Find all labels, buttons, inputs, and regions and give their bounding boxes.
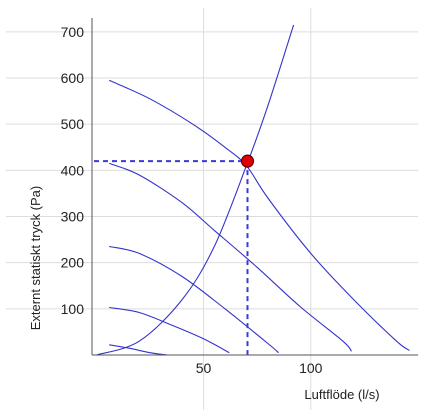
y-axis-title: Externt statiskt tryck (Pa) xyxy=(28,186,43,330)
axes xyxy=(91,18,418,356)
fan-curve xyxy=(108,79,410,351)
operating-point-marker xyxy=(240,154,255,168)
y-tick-label: 500 xyxy=(61,116,85,132)
x-tick-label: 50 xyxy=(196,360,212,376)
y-tick-label: 600 xyxy=(61,70,85,86)
grid xyxy=(6,8,418,410)
curves xyxy=(96,24,410,355)
x-tick-label: 100 xyxy=(299,360,323,376)
fan-curve xyxy=(109,162,352,352)
operating-point-layer xyxy=(240,154,255,168)
y-tick-label: 300 xyxy=(61,209,85,225)
y-tick-label: 400 xyxy=(61,162,85,178)
operating-point-guides xyxy=(94,160,249,355)
x-axis-title: Luftflöde (l/s) xyxy=(304,387,379,402)
tick-labels: 100 200 300 400 500 600 700 50 100 xyxy=(61,24,323,376)
fan-curve xyxy=(109,306,230,354)
y-tick-label: 100 xyxy=(61,301,85,317)
y-tick-label: 200 xyxy=(61,255,85,271)
y-tick-label: 700 xyxy=(61,24,85,40)
fan-curve xyxy=(109,344,168,355)
fan-curve xyxy=(109,245,279,354)
system-curve xyxy=(96,24,295,355)
